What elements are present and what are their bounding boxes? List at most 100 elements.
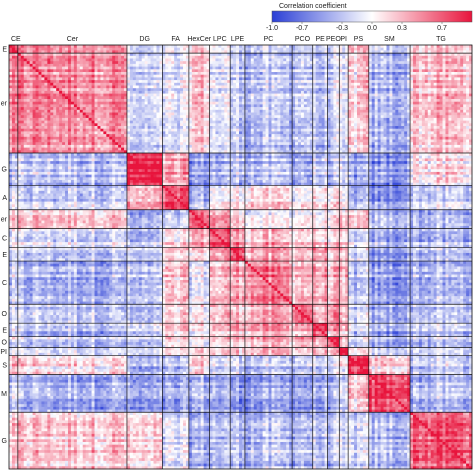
heatmap-cell: [298, 126, 302, 130]
heatmap-cell: [286, 128, 290, 132]
heatmap-cell: [73, 55, 78, 59]
heatmap-cell: [218, 47, 222, 51]
heatmap-cell: [11, 128, 16, 132]
heatmap-cell: [188, 109, 193, 113]
heatmap-cell: [410, 66, 414, 70]
heatmap-cell: [97, 61, 101, 65]
heatmap-cell: [200, 53, 204, 57]
heatmap-cell: [289, 101, 293, 105]
heatmap-cell: [415, 120, 420, 124]
heatmap-cell: [88, 115, 92, 119]
heatmap-cell: [274, 107, 278, 111]
heatmap-cell: [126, 45, 131, 48]
heatmap-cell: [445, 63, 449, 67]
heatmap-cell: [466, 101, 470, 105]
heatmap-cell: [162, 126, 166, 130]
heatmap-cell: [94, 61, 98, 65]
heatmap-cell: [289, 99, 293, 103]
heatmap-cell: [410, 112, 414, 116]
heatmap-cell: [463, 80, 467, 84]
heatmap-cell: [351, 61, 355, 65]
heatmap-cell: [97, 112, 101, 116]
heatmap-cell: [244, 53, 249, 57]
heatmap-cell: [321, 61, 325, 65]
heatmap-cell: [23, 109, 27, 113]
heatmap-cell: [315, 53, 319, 57]
heatmap-cell: [168, 82, 172, 86]
heatmap-cell: [298, 53, 302, 57]
heatmap-cell: [247, 126, 252, 130]
heatmap-cell: [144, 120, 148, 124]
heatmap-cell: [191, 128, 196, 132]
heatmap-cell: [230, 53, 234, 57]
heatmap-cell: [271, 107, 275, 111]
heatmap-cell: [427, 90, 432, 94]
heatmap-cell: [389, 85, 393, 89]
heatmap-cell: [312, 90, 316, 94]
heatmap-cell: [118, 109, 122, 113]
heatmap-cell: [289, 61, 293, 65]
heatmap-cell: [380, 47, 384, 51]
heatmap-cell: [377, 109, 381, 113]
heatmap-cell: [162, 123, 166, 127]
heatmap-cell: [73, 126, 78, 130]
heatmap-cell: [433, 120, 437, 124]
heatmap-cell: [351, 55, 355, 59]
heatmap-cell: [268, 112, 272, 116]
heatmap-cell: [103, 55, 107, 59]
heatmap-cell: [445, 47, 449, 51]
heatmap-cell: [469, 88, 473, 92]
heatmap-cell: [253, 74, 258, 78]
heatmap-cell: [348, 117, 352, 121]
heatmap-cell: [250, 104, 255, 108]
heatmap-cell: [14, 77, 19, 81]
heatmap-cell: [132, 55, 137, 59]
heatmap-cell: [262, 90, 266, 94]
heatmap-cell: [265, 99, 269, 103]
heatmap-cell: [185, 93, 190, 97]
heatmap-cell: [227, 109, 231, 113]
heatmap-cell: [32, 77, 36, 81]
heatmap-cell: [9, 112, 13, 116]
heatmap-cell: [365, 72, 370, 76]
heatmap-cell: [14, 66, 19, 70]
heatmap-cell: [50, 77, 54, 81]
heatmap-cell: [448, 50, 452, 54]
heatmap-cell: [398, 115, 402, 119]
heatmap-cell: [26, 61, 30, 65]
heatmap-cell: [427, 85, 432, 89]
heatmap-cell: [41, 53, 45, 57]
heatmap-cell: [392, 45, 396, 48]
heatmap-cell: [348, 77, 352, 81]
heatmap-cell: [180, 80, 184, 84]
heatmap-cell: [218, 77, 222, 81]
heatmap-cell: [67, 47, 72, 51]
heatmap-cell: [88, 104, 92, 108]
heatmap-cell: [191, 115, 196, 119]
heatmap-cell: [303, 45, 308, 48]
heatmap-cell: [203, 66, 207, 70]
heatmap-cell: [20, 115, 25, 119]
heatmap-cell: [17, 107, 22, 111]
heatmap-cell: [38, 101, 42, 105]
heatmap-cell: [94, 93, 98, 97]
heatmap-cell: [236, 117, 240, 121]
heatmap-cell: [203, 50, 207, 54]
heatmap-cell: [327, 88, 331, 92]
heatmap-cell: [356, 104, 361, 108]
heatmap-cell: [295, 80, 299, 84]
heatmap-cell: [224, 63, 228, 67]
heatmap-cell: [88, 47, 92, 51]
heatmap-cell: [65, 117, 69, 121]
heatmap-cell: [439, 74, 443, 78]
heatmap-cell: [159, 74, 163, 78]
heatmap-cell: [448, 47, 452, 51]
heatmap-cell: [244, 120, 249, 124]
heatmap-cell: [11, 63, 16, 67]
heatmap-cell: [191, 74, 196, 78]
heatmap-cell: [171, 63, 175, 67]
heatmap-cell: [53, 93, 57, 97]
heatmap-cell: [318, 101, 322, 105]
heatmap-cell: [191, 72, 196, 76]
heatmap-cell: [392, 96, 396, 100]
